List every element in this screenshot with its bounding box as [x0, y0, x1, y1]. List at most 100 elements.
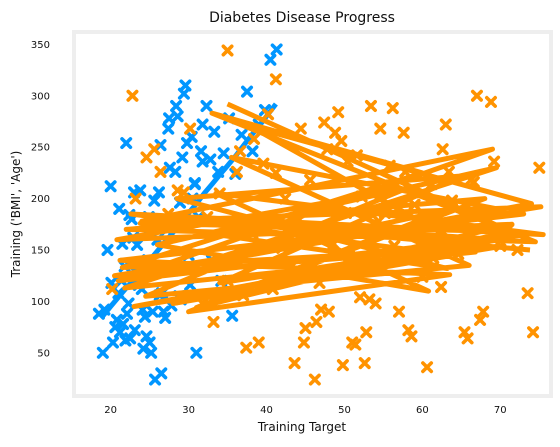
point-orange [234, 145, 247, 158]
point-orange [363, 293, 376, 306]
point-orange [304, 174, 317, 187]
point-blue [128, 324, 141, 337]
point-blue [208, 125, 221, 138]
y-ticks: 50 100 150 200 250 300 350 [31, 40, 50, 359]
line-orange [112, 101, 546, 315]
point-orange [297, 336, 310, 349]
point-blue [145, 346, 158, 359]
point-blue [196, 118, 209, 131]
y-tick-label: 100 [31, 297, 50, 308]
point-orange [154, 165, 167, 178]
point-orange [299, 322, 312, 335]
point-orange [207, 315, 220, 328]
point-orange [405, 330, 418, 343]
x-tick-label: 60 [416, 405, 429, 416]
point-orange [402, 324, 415, 337]
point-orange [332, 106, 345, 119]
point-blue [246, 145, 259, 158]
point-blue [101, 243, 114, 256]
point-blue [200, 100, 213, 113]
point-orange [288, 357, 301, 370]
y-axis-label: Training ('BMI', 'Age') [9, 151, 23, 279]
x-tick-label: 20 [104, 405, 117, 416]
point-blue [159, 311, 172, 324]
point-blue [120, 137, 133, 150]
point-orange [484, 95, 497, 108]
point-blue [113, 202, 126, 215]
point-blue [96, 346, 109, 359]
x-axis-label: Training Target [257, 420, 347, 434]
point-orange [315, 303, 328, 316]
point-orange [310, 315, 323, 328]
point-blue [226, 309, 239, 322]
y-tick-label: 200 [31, 194, 50, 205]
point-blue [235, 128, 248, 141]
point-blue [217, 147, 230, 160]
point-orange [421, 361, 434, 374]
chart-title: Diabetes Disease Progress [209, 10, 395, 26]
point-orange [221, 44, 234, 57]
point-orange [435, 281, 448, 294]
x-tick-label: 40 [260, 405, 273, 416]
point-orange [230, 165, 243, 178]
y-tick-label: 350 [31, 40, 50, 51]
point-orange [533, 161, 546, 174]
point-blue [241, 85, 254, 98]
y-tick-label: 250 [31, 143, 50, 154]
point-orange [393, 305, 406, 318]
point-blue [264, 53, 277, 66]
point-blue [106, 336, 119, 349]
point-blue [270, 43, 283, 56]
point-blue [195, 145, 208, 158]
point-blue [196, 155, 209, 168]
point-blue [113, 326, 126, 339]
point-blue [170, 100, 183, 113]
point-orange [436, 143, 449, 156]
point-blue [117, 318, 130, 331]
x-tick-label: 70 [494, 405, 507, 416]
point-blue [131, 238, 144, 251]
point-orange [269, 73, 282, 86]
point-blue [162, 122, 175, 135]
y-tick-label: 150 [31, 246, 50, 257]
point-orange [240, 341, 253, 354]
point-orange [364, 100, 377, 113]
point-blue [143, 336, 156, 349]
point-orange [129, 192, 142, 205]
point-orange [184, 122, 197, 135]
y-tick-label: 50 [37, 348, 50, 359]
point-blue [152, 186, 165, 199]
point-orange [397, 126, 410, 139]
point-orange [318, 116, 331, 129]
point-blue [104, 180, 117, 193]
point-orange [140, 151, 153, 164]
point-orange [177, 186, 190, 199]
point-orange [335, 134, 348, 147]
y-tick-label: 300 [31, 91, 50, 102]
point-orange [360, 326, 373, 339]
point-orange [308, 373, 321, 386]
point-orange [458, 326, 471, 339]
point-orange [126, 89, 139, 102]
point-orange [358, 357, 371, 370]
point-orange [470, 89, 483, 102]
point-blue [148, 194, 161, 207]
point-orange [354, 291, 367, 304]
point-blue [121, 307, 133, 320]
point-orange [248, 132, 261, 145]
point-blue [163, 112, 176, 125]
point-orange [521, 287, 534, 300]
point-orange [349, 338, 362, 351]
x-tick-label: 30 [182, 405, 195, 416]
point-orange [527, 326, 540, 339]
point-orange [252, 336, 265, 349]
marks-layer [92, 43, 546, 386]
point-blue [176, 151, 189, 164]
point-orange [461, 332, 474, 345]
x-ticks: 20 30 40 50 60 70 [104, 405, 506, 416]
point-blue [140, 330, 153, 343]
point-orange [488, 155, 501, 168]
point-orange [474, 313, 487, 326]
